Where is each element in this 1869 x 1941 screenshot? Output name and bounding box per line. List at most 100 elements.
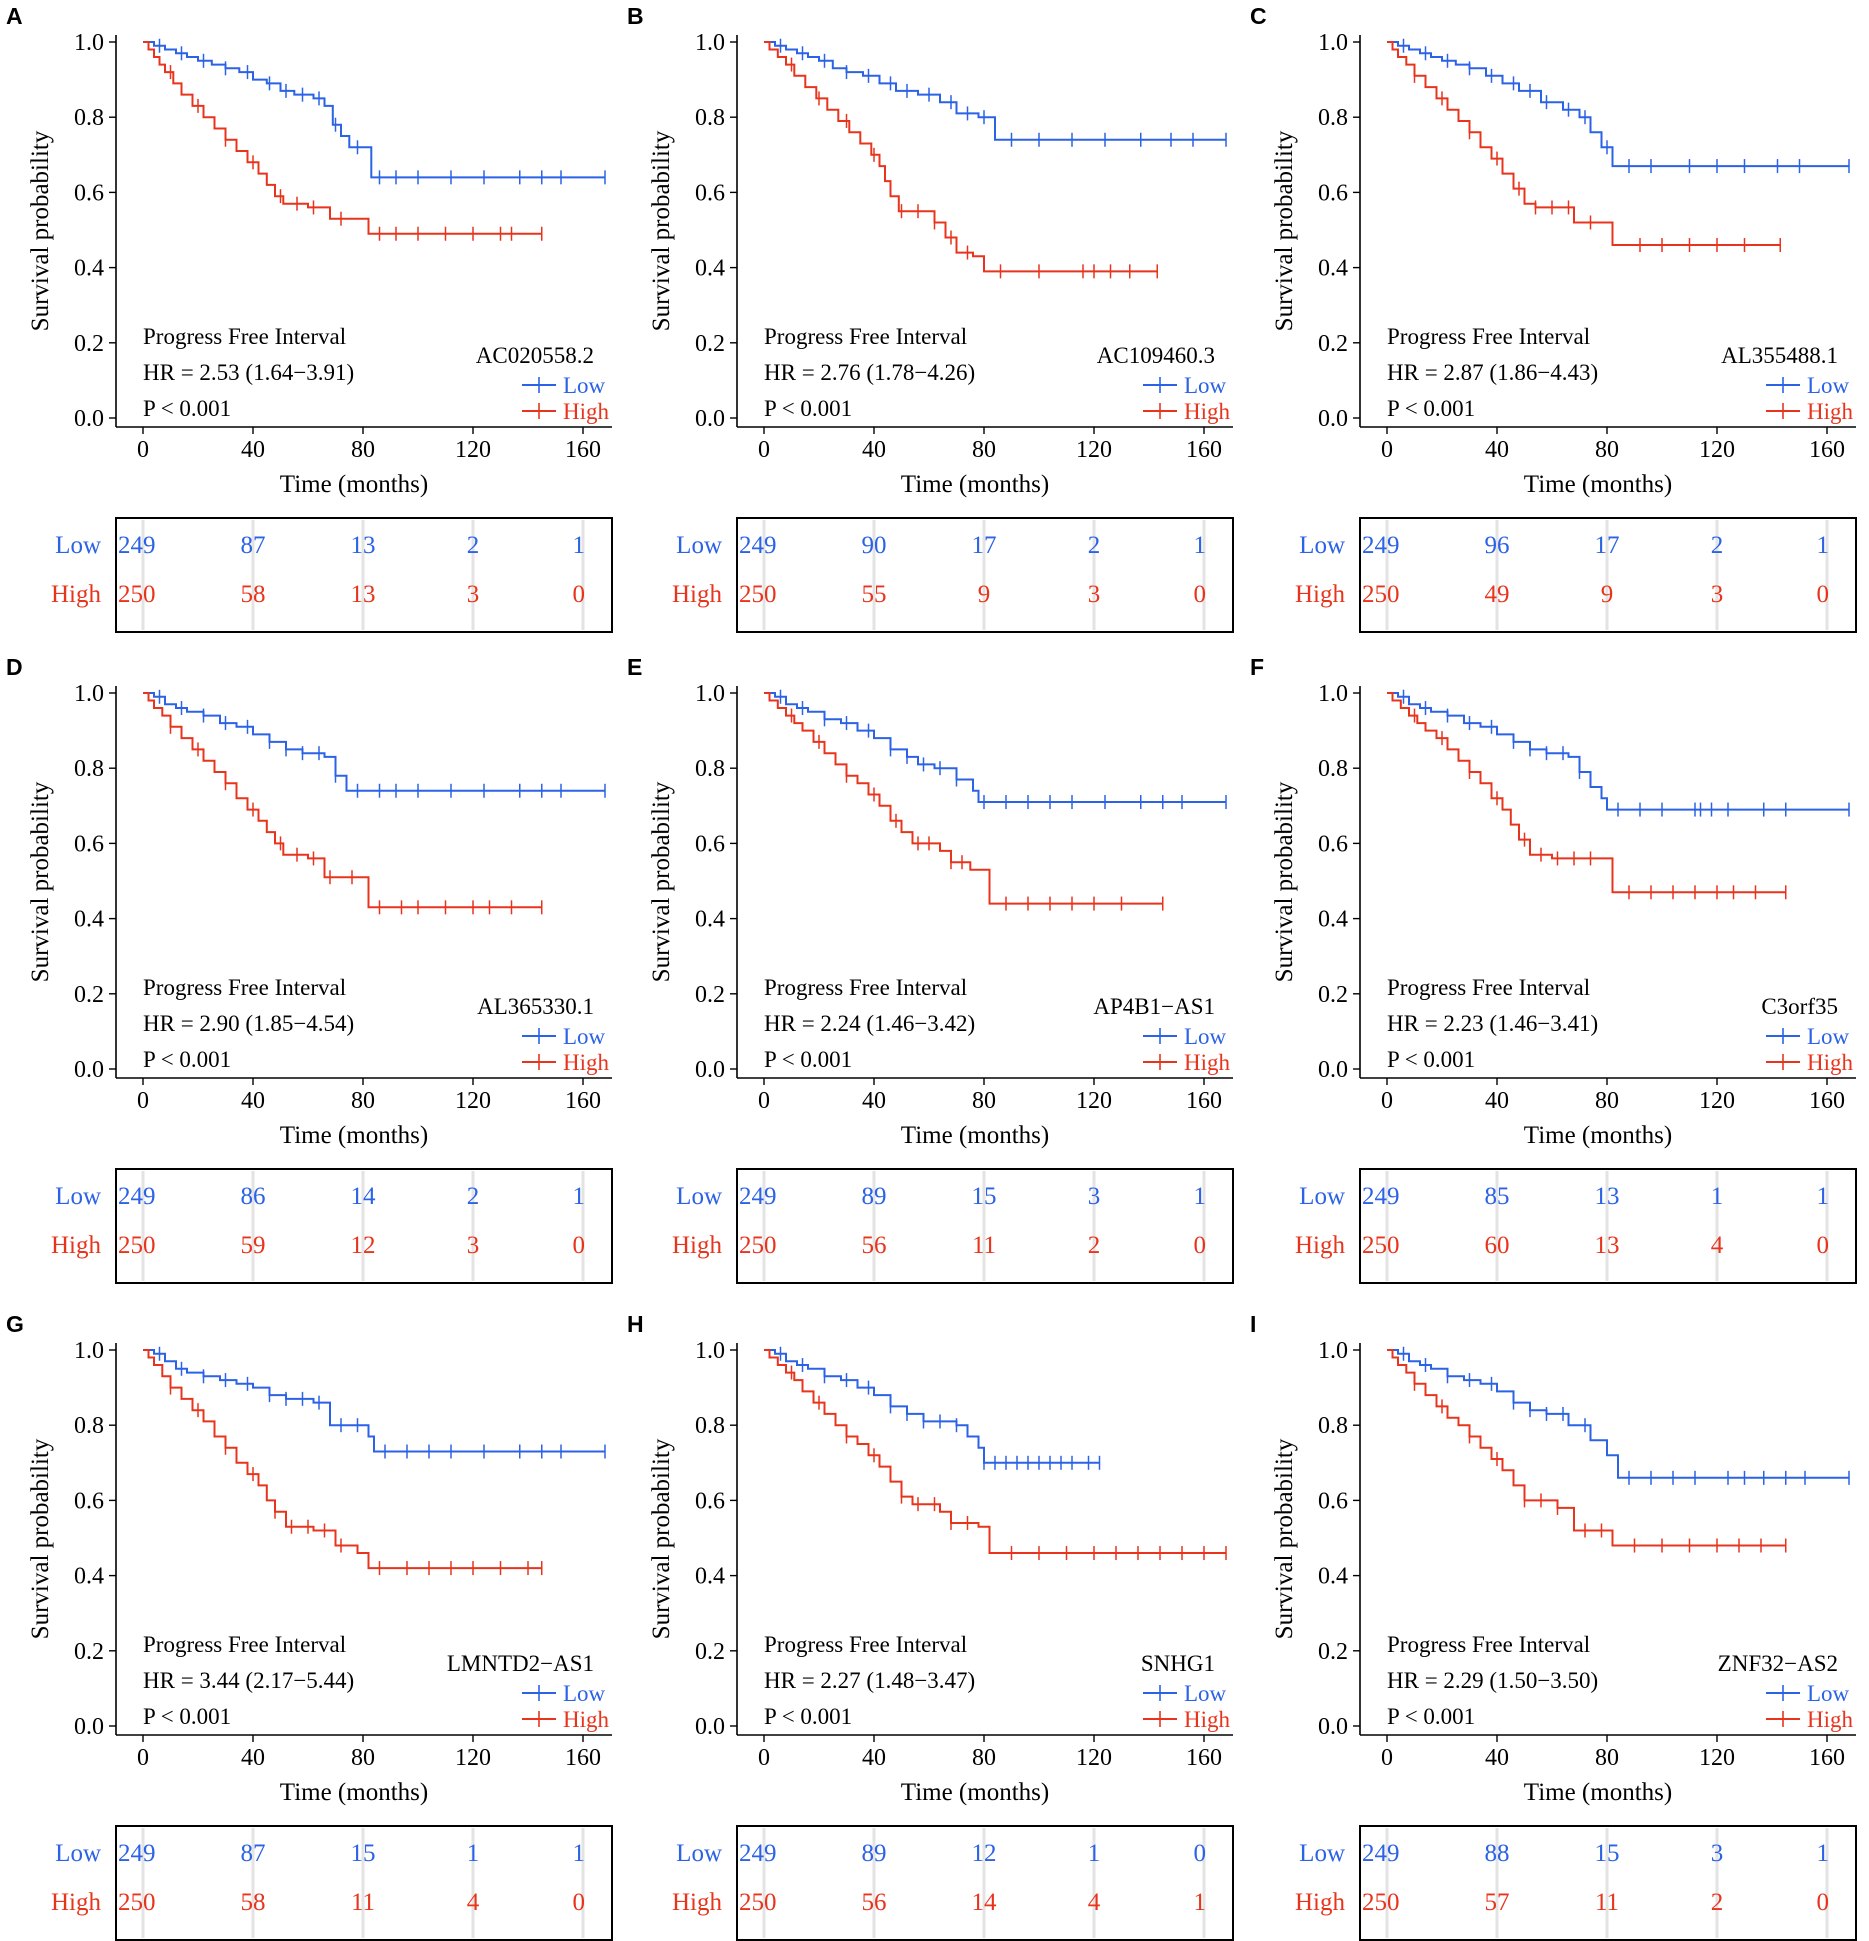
y-tick-label: 0.2	[695, 331, 725, 357]
risk-count-high: 3	[467, 1232, 480, 1259]
risk-group-label-high: High	[1295, 1889, 1346, 1916]
p-value-label: P < 0.001	[1387, 396, 1475, 421]
risk-count-low: 17	[972, 532, 997, 559]
y-tick-label: 0.8	[695, 105, 725, 131]
risk-group-label-high: High	[51, 581, 102, 608]
y-tick-label: 1.0	[695, 30, 725, 56]
panel-letter: C	[1250, 3, 1267, 29]
y-tick-label: 0.6	[74, 180, 104, 206]
x-tick-label: 40	[862, 1745, 886, 1771]
y-tick-label: 0.4	[695, 256, 725, 282]
risk-group-label-low: Low	[676, 532, 722, 559]
legend-label-high: High	[1807, 399, 1854, 424]
x-tick-label: 160	[1809, 1088, 1845, 1114]
legend-title: LMNTD2−AS1	[447, 1651, 594, 1676]
risk-count-low: 0	[1194, 1840, 1207, 1867]
panel-letter: E	[627, 654, 642, 680]
risk-group-label-low: Low	[55, 532, 101, 559]
legend-title: AC109460.3	[1097, 343, 1215, 368]
y-tick-label: 0.2	[695, 1639, 725, 1665]
risk-count-high: 250	[1362, 1889, 1400, 1916]
survival-curve-low	[143, 692, 605, 792]
survival-curve-high	[143, 692, 542, 909]
y-tick-label: 0.4	[1318, 907, 1348, 933]
legend-label-high: High	[1184, 1050, 1231, 1075]
y-tick-label: 0.2	[74, 1639, 104, 1665]
survival-curve-low	[1387, 1349, 1849, 1479]
risk-group-label-high: High	[1295, 581, 1346, 608]
y-tick-label: 0.0	[1318, 1714, 1348, 1740]
legend-label-high: High	[1807, 1050, 1854, 1075]
legend-label-low: Low	[1184, 373, 1227, 398]
risk-count-high: 0	[1817, 1889, 1830, 1916]
x-tick-label: 80	[972, 437, 996, 463]
survival-curve-high	[764, 1349, 1226, 1554]
y-axis-label: Survival probability	[27, 130, 54, 331]
hazard-ratio-label: HR = 2.27 (1.48−3.47)	[764, 1668, 975, 1693]
risk-count-high: 56	[862, 1889, 887, 1916]
risk-count-low: 13	[351, 532, 376, 559]
y-tick-label: 0.0	[1318, 1057, 1348, 1083]
risk-count-low: 89	[862, 1840, 887, 1867]
y-axis-label: Survival probability	[648, 130, 675, 331]
legend-label-high: High	[563, 1707, 610, 1732]
risk-count-low: 17	[1595, 532, 1620, 559]
x-tick-label: 120	[1076, 437, 1112, 463]
y-tick-label: 0.0	[1318, 406, 1348, 432]
panel-letter: A	[6, 3, 23, 29]
x-axis-label: Time (months)	[1524, 471, 1672, 498]
risk-count-low: 96	[1485, 532, 1510, 559]
x-tick-label: 40	[1485, 1088, 1509, 1114]
y-tick-label: 0.4	[74, 907, 104, 933]
risk-count-low: 89	[862, 1183, 887, 1210]
risk-count-high: 60	[1485, 1232, 1510, 1259]
risk-count-low: 15	[972, 1183, 997, 1210]
endpoint-label: Progress Free Interval	[764, 975, 967, 1000]
x-tick-label: 160	[1186, 1088, 1222, 1114]
y-tick-label: 1.0	[1318, 30, 1348, 56]
y-tick-label: 0.4	[1318, 1564, 1348, 1590]
y-tick-label: 0.8	[1318, 756, 1348, 782]
legend-title: AL365330.1	[477, 994, 594, 1019]
y-tick-label: 0.6	[695, 831, 725, 857]
risk-count-low: 249	[118, 1840, 156, 1867]
x-tick-label: 80	[351, 437, 375, 463]
x-tick-label: 80	[1595, 1745, 1619, 1771]
panel-letter: B	[627, 3, 644, 29]
risk-count-high: 250	[118, 1889, 156, 1916]
y-tick-label: 0.8	[74, 756, 104, 782]
y-tick-label: 0.2	[1318, 331, 1348, 357]
x-axis-label: Time (months)	[280, 471, 428, 498]
y-tick-label: 0.2	[74, 982, 104, 1008]
x-tick-label: 0	[758, 1745, 770, 1771]
x-tick-label: 120	[1076, 1088, 1112, 1114]
p-value-label: P < 0.001	[143, 396, 231, 421]
legend-label-low: Low	[1184, 1681, 1227, 1706]
y-tick-label: 0.8	[695, 1413, 725, 1439]
y-tick-label: 0.4	[74, 1564, 104, 1590]
risk-count-high: 55	[862, 581, 887, 608]
risk-group-label-high: High	[1295, 1232, 1346, 1259]
y-axis-label: Survival probability	[1271, 130, 1298, 331]
risk-count-high: 4	[1711, 1232, 1724, 1259]
risk-count-high: 58	[241, 581, 266, 608]
risk-count-high: 250	[739, 1889, 777, 1916]
risk-count-high: 9	[978, 581, 991, 608]
legend-title: AC020558.2	[476, 343, 594, 368]
x-tick-label: 120	[455, 1088, 491, 1114]
y-tick-label: 0.4	[695, 1564, 725, 1590]
risk-count-low: 87	[241, 532, 266, 559]
endpoint-label: Progress Free Interval	[764, 324, 967, 349]
risk-count-low: 2	[1088, 532, 1101, 559]
legend-label-low: Low	[563, 373, 606, 398]
y-axis-label: Survival probability	[1271, 781, 1298, 982]
y-tick-label: 0.6	[74, 1488, 104, 1514]
x-tick-label: 0	[1381, 1745, 1393, 1771]
hazard-ratio-label: HR = 2.29 (1.50−3.50)	[1387, 1668, 1598, 1693]
endpoint-label: Progress Free Interval	[143, 324, 346, 349]
y-tick-label: 0.4	[1318, 256, 1348, 282]
legend-title: AL355488.1	[1721, 343, 1838, 368]
